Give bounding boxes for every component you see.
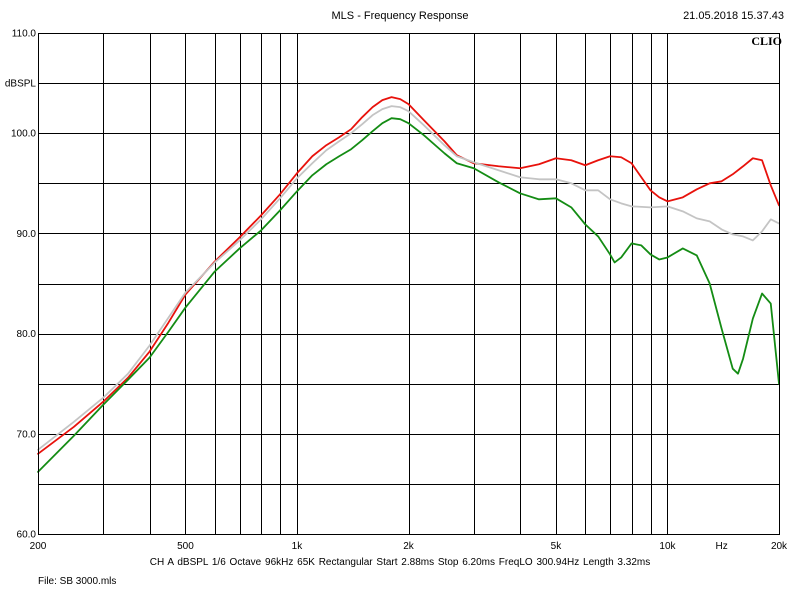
measurement-info: CH A dBSPL 1/6 Octave 96kHz 65K Rectangu… bbox=[149, 557, 651, 568]
y-tick-label: 100.0 bbox=[11, 129, 36, 140]
x-tick-label: 10k bbox=[659, 541, 676, 552]
x-tick-label: 20k bbox=[771, 541, 788, 552]
tick-labels: 200 500 1k 2k 5k 10k 20k Hz 60.0 70.0 80.0 90.0 100.… bbox=[5, 29, 788, 553]
x-tick-label: 200 bbox=[30, 541, 47, 552]
chart-title: MLS - Frequency Response bbox=[331, 10, 469, 22]
x-tick-label: 5k bbox=[551, 541, 563, 552]
grid bbox=[38, 33, 779, 534]
y-tick-label: 60.0 bbox=[17, 530, 37, 541]
plot-frame bbox=[38, 33, 780, 535]
y-axis-label: dBSPL bbox=[5, 79, 37, 90]
series-line-2 bbox=[37, 105, 780, 451]
x-tick-label: 2k bbox=[403, 541, 415, 552]
x-tick-label: 1k bbox=[292, 541, 304, 552]
brand-label: CLIO bbox=[751, 34, 782, 48]
y-tick-label: 70.0 bbox=[17, 429, 37, 440]
x-axis-unit-label: Hz bbox=[715, 541, 727, 552]
timestamp: 21.05.2018 15.37.43 bbox=[683, 10, 784, 22]
series-line-3 bbox=[37, 117, 780, 473]
y-tick-label: 90.0 bbox=[17, 229, 37, 240]
y-tick-label: 80.0 bbox=[17, 329, 37, 340]
y-tick-label: 110.0 bbox=[12, 29, 37, 40]
x-tick-label: 500 bbox=[177, 541, 194, 552]
file-label: File: SB 3000.mls bbox=[38, 576, 117, 587]
series-lines bbox=[37, 96, 780, 473]
